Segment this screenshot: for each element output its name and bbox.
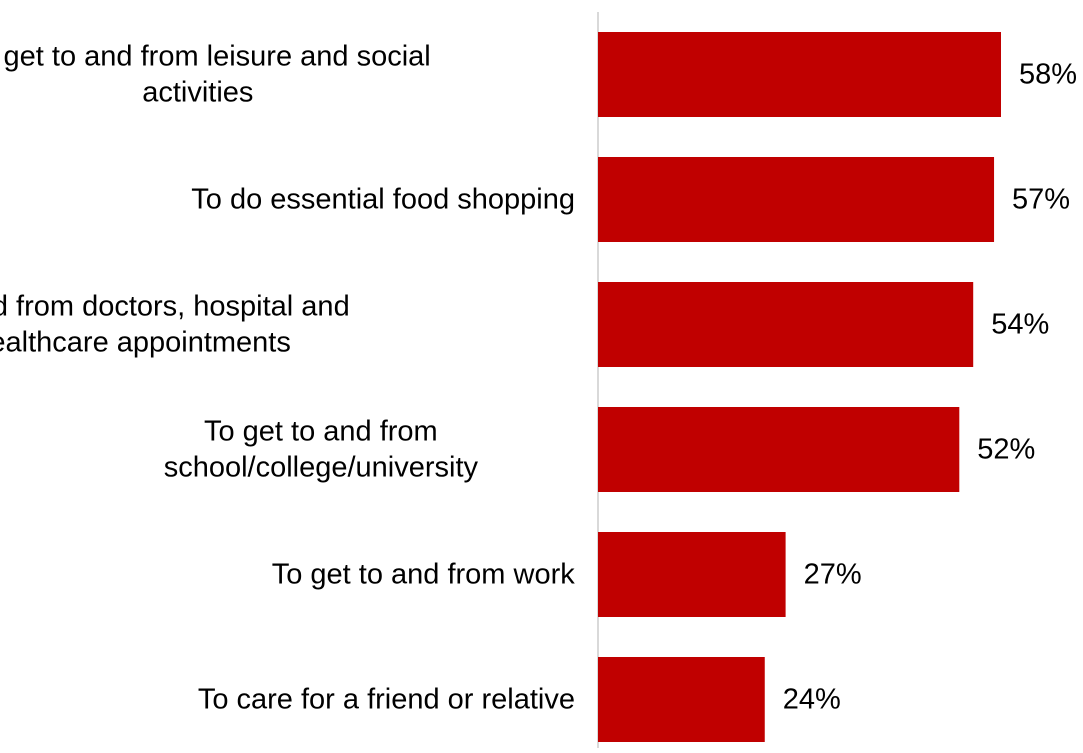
category-label-4: To get to and from school/college/univers…: [164, 416, 479, 484]
value-label-3: 54%: [991, 309, 1049, 341]
category-label-line: other healthcare appointments: [0, 327, 291, 359]
category-label-line: To do essential food shopping: [191, 184, 575, 216]
bar-2: [598, 157, 995, 242]
category-label-5: To get to and from work: [272, 559, 576, 591]
bar-4: [598, 407, 960, 492]
bar-6: [598, 657, 765, 742]
value-label-1: 58%: [1019, 59, 1077, 91]
category-label-6: To care for a friend or relative: [198, 684, 575, 716]
category-label-line: school/college/university: [164, 452, 479, 484]
value-label-6: 24%: [783, 684, 841, 716]
category-label-line: To get to and from leisure and social: [0, 41, 431, 73]
value-label-5: 27%: [804, 559, 862, 591]
category-label-line: To get to and from doctors, hospital and: [0, 291, 350, 323]
bars-group: [598, 32, 1001, 742]
category-label-3: To get to and from doctors, hospital and…: [0, 291, 350, 359]
category-labels-group: To get to and from leisure and social act…: [0, 41, 575, 716]
bar-5: [598, 532, 786, 617]
value-labels-group: 58% 57% 54% 52% 27% 24%: [783, 59, 1077, 716]
category-label-line: activities: [142, 77, 253, 109]
category-label-line: To care for a friend or relative: [198, 684, 575, 716]
bar-3: [598, 282, 974, 367]
category-label-1: To get to and from leisure and social act…: [0, 41, 431, 109]
category-label-2: To do essential food shopping: [191, 184, 575, 216]
value-label-2: 57%: [1012, 184, 1070, 216]
bar-1: [598, 32, 1001, 117]
category-label-line: To get to and from work: [272, 559, 576, 591]
value-label-4: 52%: [977, 434, 1035, 466]
category-label-line: To get to and from: [204, 416, 438, 448]
